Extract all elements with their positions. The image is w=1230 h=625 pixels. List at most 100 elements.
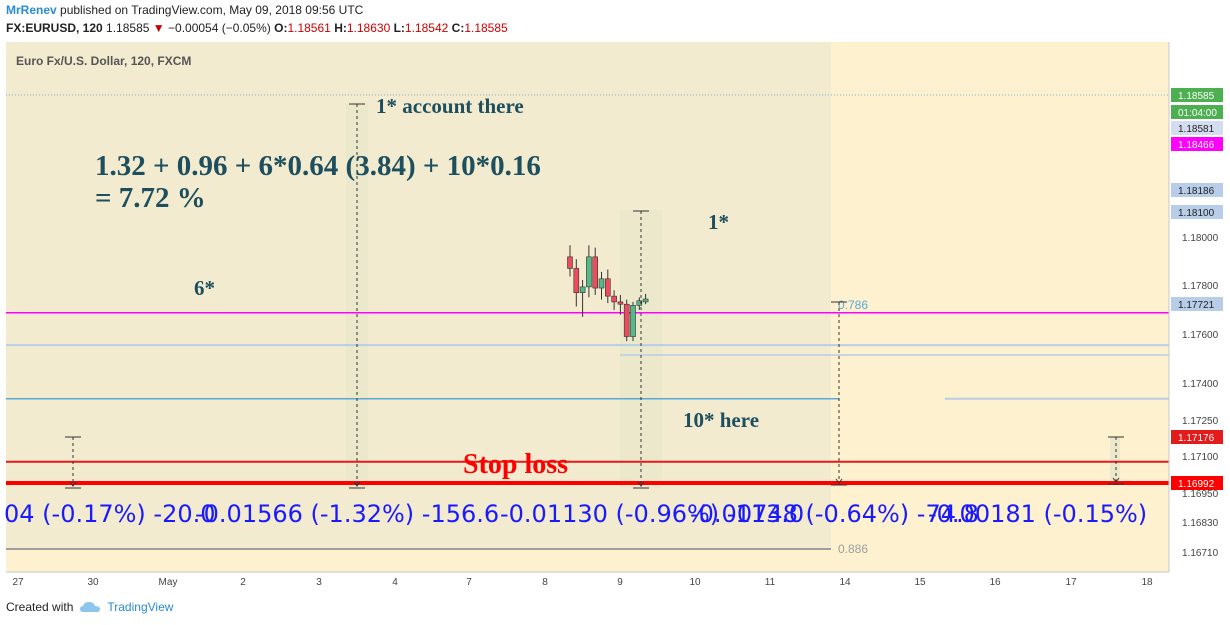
candle[interactable]	[592, 247, 599, 295]
x-tick-label: 27	[12, 577, 24, 588]
x-tick-label: 4	[392, 577, 398, 588]
high-label: H:	[334, 21, 347, 35]
x-tick-label: 9	[617, 577, 623, 588]
candle-body	[598, 278, 605, 289]
y-tick-label: 1.17800	[1182, 281, 1219, 292]
price-label-tag	[1171, 88, 1223, 102]
low-value: 1.18542	[404, 21, 449, 35]
price-label-tag	[1171, 205, 1223, 219]
price-label-text: 1.18100	[1178, 208, 1215, 219]
measure-arrow[interactable]	[831, 301, 847, 486]
candle-body	[579, 286, 586, 293]
candle-body	[586, 256, 592, 288]
y-tick-label: 1.17100	[1182, 452, 1219, 463]
measure-label: 04 (-0.17%) -20.0	[4, 500, 216, 528]
annotation-one: 1*	[708, 210, 729, 234]
arrowhead-icon	[637, 481, 645, 487]
price-label-tag	[1171, 121, 1223, 135]
tradingview-cloud-icon	[80, 602, 101, 612]
x-tick-label: 7	[466, 577, 472, 588]
arrowhead-icon	[353, 481, 361, 487]
candle-body	[567, 256, 573, 269]
measure-label: -0.01566 (-1.32%) -156.6	[195, 500, 499, 528]
x-tick-label: 2	[240, 577, 246, 588]
candle[interactable]	[604, 269, 611, 304]
tradingview-link[interactable]: TradingView	[107, 600, 174, 614]
high-value: 1.18630	[346, 21, 391, 35]
candle-body	[592, 256, 599, 289]
y-tick-label: 1.17600	[1182, 330, 1219, 341]
price-label-text: 1.17176	[1178, 433, 1215, 444]
footer: Created with TradingView	[6, 600, 173, 614]
x-tick-label: 14	[839, 577, 851, 588]
candle-body	[630, 305, 636, 337]
legend-title: Euro Fx/U.S. Dollar, 120, FXCM	[16, 54, 191, 68]
annotation-account: 1* account there	[376, 94, 524, 118]
candle[interactable]	[598, 271, 605, 300]
x-tick-label: 3	[316, 577, 322, 588]
low-label: L:	[393, 21, 405, 35]
last-price: 1.18585	[106, 21, 150, 35]
arrowhead-icon	[69, 481, 77, 487]
candle-body	[604, 278, 611, 297]
candle[interactable]	[642, 293, 649, 305]
fib-886-label: 0.886	[838, 542, 868, 556]
annotation-formula: 1.32 + 0.96 + 6*0.64 (3.84) + 10*0.16	[95, 150, 541, 182]
fib-786-label: 0.786	[838, 298, 868, 312]
candle-body	[636, 300, 643, 306]
candle[interactable]	[636, 297, 643, 310]
measure-arrow[interactable]	[349, 103, 365, 489]
x-tick-label: 8	[542, 577, 548, 588]
price-label-tag	[1171, 430, 1223, 444]
x-tick-label: 16	[989, 577, 1001, 588]
published-text: published on TradingView.com, May 09, 20…	[60, 3, 364, 17]
measure-label: -0.01130 (-0.96%) -113.0	[500, 500, 804, 528]
price-label-tag	[1171, 476, 1223, 490]
measure-arrow[interactable]	[65, 436, 81, 489]
candle[interactable]	[579, 279, 586, 317]
created-with-label: Created with	[6, 600, 74, 614]
publish-header: MrRenev published on TradingView.com, Ma…	[6, 3, 363, 17]
measure-band	[1110, 437, 1120, 483]
y-tick-label: 1.16950	[1182, 489, 1219, 500]
candle-body	[623, 303, 630, 337]
y-tick-label: 1.17250	[1182, 416, 1219, 427]
candle-body	[611, 295, 617, 303]
arrowhead-icon	[835, 478, 843, 484]
symbol-header: FX:EURUSD, 120 1.18585 ▼ −0.00054 (−0.05…	[6, 21, 508, 35]
candle[interactable]	[623, 299, 630, 342]
price-label-text: 1.18581	[1178, 124, 1215, 135]
open-value: 1.18561	[287, 21, 331, 35]
candle[interactable]	[630, 301, 636, 342]
price-label-tag	[1171, 137, 1223, 151]
candle[interactable]	[611, 290, 617, 310]
candle[interactable]	[567, 245, 573, 277]
change-value: −0.00054 (−0.05%)	[168, 21, 271, 35]
candle-body	[642, 298, 649, 303]
annotation-six: 6*	[194, 276, 215, 300]
close-label: C:	[451, 21, 465, 35]
x-tick-label: May	[159, 577, 178, 588]
candle[interactable]	[586, 245, 592, 298]
candle[interactable]	[617, 294, 624, 315]
time-axis[interactable]	[6, 572, 1230, 590]
measure-arrow[interactable]	[633, 210, 649, 489]
x-tick-label: 15	[914, 577, 926, 588]
author-link[interactable]: MrRenev	[6, 3, 57, 17]
price-label-tag	[1171, 183, 1223, 197]
price-label-text: 1.17721	[1178, 300, 1215, 311]
close-value: 1.18585	[464, 21, 508, 35]
price-label-text: 1.16992	[1178, 479, 1215, 490]
y-tick-label: 1.16830	[1182, 518, 1219, 529]
annotation-ten: 10* here	[683, 408, 759, 432]
highlight-zone	[6, 42, 831, 550]
arrowhead-icon	[1112, 477, 1120, 483]
candle[interactable]	[573, 259, 580, 307]
price-label-text: 1.18466	[1178, 140, 1215, 151]
x-tick-label: 18	[1141, 577, 1153, 588]
price-label-text: 01:04:00	[1178, 108, 1217, 119]
measure-label: -0.00748 (-0.64%) -74.8	[690, 500, 979, 528]
measure-arrow[interactable]	[1108, 436, 1124, 485]
candle-body	[617, 301, 624, 305]
